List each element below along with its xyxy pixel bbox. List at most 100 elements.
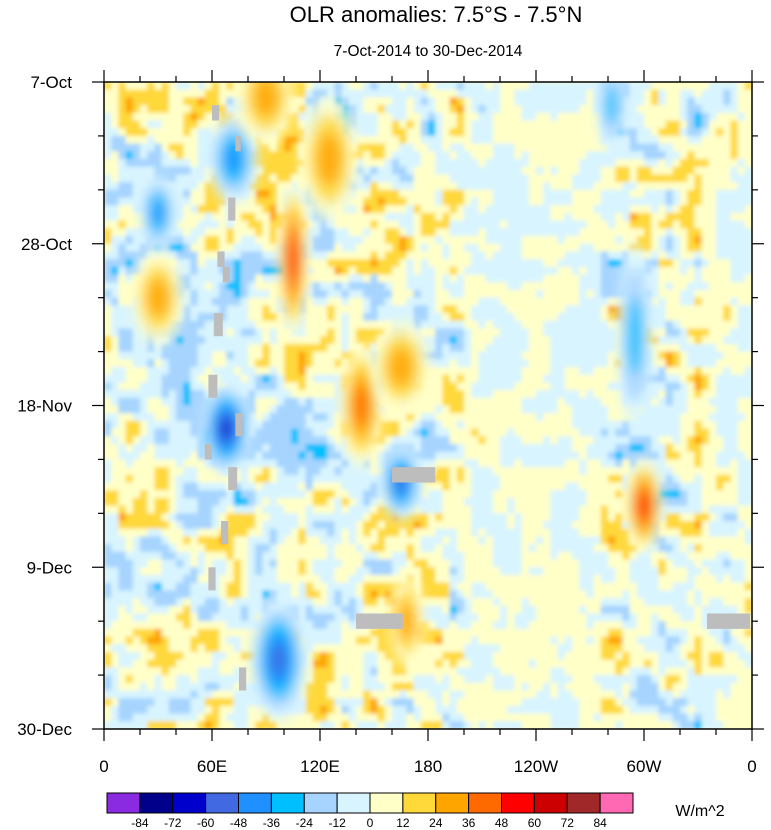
field-cell bbox=[168, 182, 177, 191]
field-cell bbox=[312, 444, 321, 453]
field-cell bbox=[118, 490, 127, 499]
field-cell bbox=[370, 266, 379, 276]
field-cell bbox=[593, 343, 602, 353]
field-cell bbox=[478, 444, 487, 453]
field-cell bbox=[730, 328, 739, 337]
field-cell bbox=[586, 166, 595, 176]
field-cell bbox=[204, 212, 213, 222]
field-cell bbox=[586, 467, 595, 476]
field-cell bbox=[377, 505, 386, 514]
field-cell bbox=[572, 243, 580, 253]
field-cell bbox=[161, 482, 170, 491]
field-cell bbox=[557, 359, 566, 368]
field-cell bbox=[176, 436, 184, 445]
field-cell bbox=[377, 212, 386, 222]
field-cell bbox=[492, 251, 501, 260]
field-cell bbox=[680, 197, 688, 206]
field-cell bbox=[723, 305, 731, 314]
field-cell bbox=[665, 382, 674, 391]
field-cell bbox=[514, 390, 523, 399]
field-cell bbox=[672, 82, 681, 91]
field-cell bbox=[226, 251, 235, 260]
field-cell bbox=[701, 397, 710, 407]
field-cell bbox=[442, 444, 451, 453]
field-cell bbox=[507, 467, 515, 476]
field-cell bbox=[708, 182, 717, 191]
field-cell bbox=[132, 490, 141, 499]
field-cell bbox=[536, 428, 544, 437]
field-cell bbox=[485, 174, 494, 183]
field-cell bbox=[651, 436, 659, 445]
field-cell bbox=[608, 474, 616, 484]
field-cell bbox=[600, 151, 609, 160]
field-cell bbox=[276, 205, 285, 214]
field-cell bbox=[255, 297, 263, 306]
field-cell bbox=[219, 320, 227, 330]
field-cell bbox=[500, 97, 508, 106]
field-cell bbox=[132, 366, 141, 376]
field-cell bbox=[168, 505, 177, 514]
field-cell bbox=[435, 382, 443, 391]
field-cell bbox=[543, 444, 551, 453]
field-cell bbox=[716, 474, 724, 484]
field-cell bbox=[608, 420, 616, 430]
field-cell bbox=[406, 105, 415, 114]
field-cell bbox=[536, 444, 544, 453]
field-cell bbox=[708, 89, 717, 98]
field-cell bbox=[737, 428, 746, 437]
field-cell bbox=[312, 313, 321, 322]
field-cell bbox=[291, 436, 299, 445]
field-cell bbox=[456, 490, 465, 499]
field-cell bbox=[327, 490, 335, 499]
field-cell bbox=[514, 436, 523, 445]
field-cell bbox=[118, 228, 127, 237]
field-cell bbox=[687, 305, 695, 314]
field-cell bbox=[579, 374, 587, 383]
field-cell bbox=[413, 420, 422, 430]
field-cell bbox=[269, 413, 278, 422]
field-cell bbox=[737, 112, 746, 122]
field-cell bbox=[420, 189, 429, 199]
field-cell bbox=[471, 143, 479, 152]
field-cell bbox=[320, 297, 328, 306]
field-cell bbox=[197, 82, 206, 91]
field-cell bbox=[161, 405, 170, 414]
field-cell bbox=[348, 105, 357, 114]
field-cell bbox=[672, 328, 681, 337]
field-cell bbox=[327, 444, 335, 453]
field-cell bbox=[658, 490, 667, 499]
field-cell bbox=[226, 320, 235, 330]
field-cell bbox=[190, 436, 199, 445]
field-cell bbox=[744, 328, 752, 337]
field-cell bbox=[507, 128, 515, 137]
field-cell bbox=[399, 413, 407, 422]
field-cell bbox=[204, 505, 213, 514]
field-cell bbox=[528, 251, 537, 260]
field-cell bbox=[528, 82, 537, 91]
field-cell bbox=[276, 197, 285, 206]
field-cell bbox=[190, 151, 199, 160]
field-cell bbox=[737, 374, 746, 383]
field-cell bbox=[507, 490, 515, 499]
field-cell bbox=[723, 112, 731, 122]
field-cell bbox=[190, 413, 199, 422]
field-cell bbox=[356, 482, 364, 491]
field-cell bbox=[593, 390, 602, 399]
field-cell bbox=[111, 490, 119, 499]
field-cell bbox=[226, 328, 235, 337]
field-cell bbox=[586, 474, 595, 484]
field-cell bbox=[161, 128, 170, 137]
field-cell bbox=[356, 197, 364, 206]
field-cell bbox=[262, 166, 271, 176]
field-cell bbox=[176, 444, 184, 453]
field-cell bbox=[701, 359, 710, 368]
field-cell bbox=[464, 97, 472, 106]
field-cell bbox=[384, 182, 393, 191]
field-cell bbox=[564, 444, 573, 453]
field-cell bbox=[298, 390, 307, 399]
field-cell bbox=[500, 336, 508, 345]
field-cell bbox=[708, 413, 717, 422]
field-cell bbox=[485, 82, 494, 91]
field-cell bbox=[615, 151, 623, 160]
field-cell bbox=[363, 82, 371, 91]
